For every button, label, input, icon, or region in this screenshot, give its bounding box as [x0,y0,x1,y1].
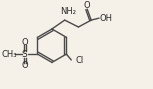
Text: S: S [22,50,28,59]
Text: O: O [21,61,28,70]
Text: O: O [84,1,91,10]
Text: Cl: Cl [75,56,83,65]
Text: OH: OH [99,14,112,23]
Text: O: O [21,38,28,47]
Text: CH₃: CH₃ [1,50,17,59]
Text: NH₂: NH₂ [61,7,77,16]
